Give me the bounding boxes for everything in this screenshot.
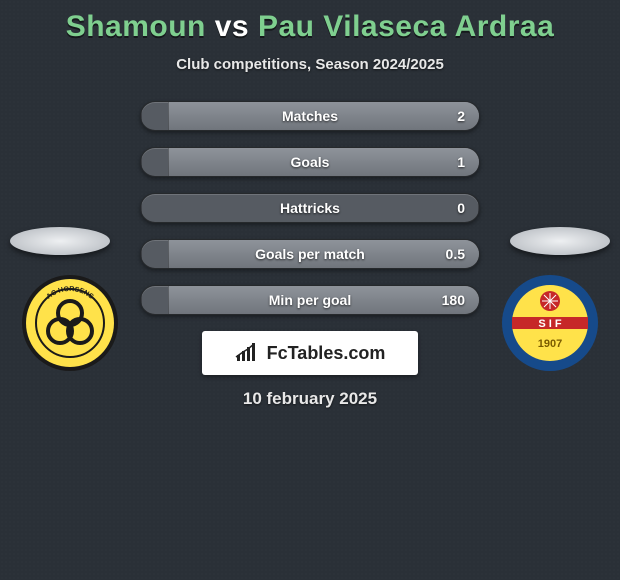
content-area: AC HORSENS S I F 1907 Matches xyxy=(0,101,620,409)
comparison-card: Shamoun vs Pau Vilaseca Ardraa Club comp… xyxy=(0,0,620,409)
stat-value-right: 1 xyxy=(457,154,465,170)
stat-row: Min per goal 180 xyxy=(140,285,480,315)
title-player-right: Pau Vilaseca Ardraa xyxy=(258,10,554,43)
stat-label: Min per goal xyxy=(269,292,351,308)
stat-label: Goals xyxy=(291,154,330,170)
club-crest-right: S I F 1907 xyxy=(500,273,600,373)
title-vs: vs xyxy=(215,10,249,43)
stat-row: Hattricks 0 xyxy=(140,193,480,223)
stat-rows: Matches 2 Goals 1 Hattricks 0 xyxy=(140,101,480,315)
club-crest-left: AC HORSENS xyxy=(20,273,120,373)
stat-label: Goals per match xyxy=(255,246,365,262)
title-player-left: Shamoun xyxy=(66,10,206,43)
subtitle: Club competitions, Season 2024/2025 xyxy=(0,56,620,73)
stat-label: Matches xyxy=(282,108,338,124)
brand-text: FcTables.com xyxy=(267,343,386,364)
stat-row: Matches 2 xyxy=(140,101,480,131)
date-text: 10 february 2025 xyxy=(0,389,620,409)
stat-label: Hattricks xyxy=(280,200,340,216)
page-title: Shamoun vs Pau Vilaseca Ardraa xyxy=(0,10,620,44)
player-photo-placeholder-left xyxy=(10,227,110,255)
stat-row: Goals 1 xyxy=(140,147,480,177)
stat-value-right: 2 xyxy=(457,108,465,124)
player-photo-placeholder-right xyxy=(510,227,610,255)
bar-chart-icon xyxy=(235,343,261,363)
stat-value-right: 0.5 xyxy=(446,246,465,262)
svg-text:1907: 1907 xyxy=(538,338,562,350)
svg-text:S I F: S I F xyxy=(538,318,562,330)
stat-value-right: 0 xyxy=(457,200,465,216)
brand-badge: FcTables.com xyxy=(202,331,418,375)
stat-row: Goals per match 0.5 xyxy=(140,239,480,269)
stat-value-right: 180 xyxy=(442,292,465,308)
